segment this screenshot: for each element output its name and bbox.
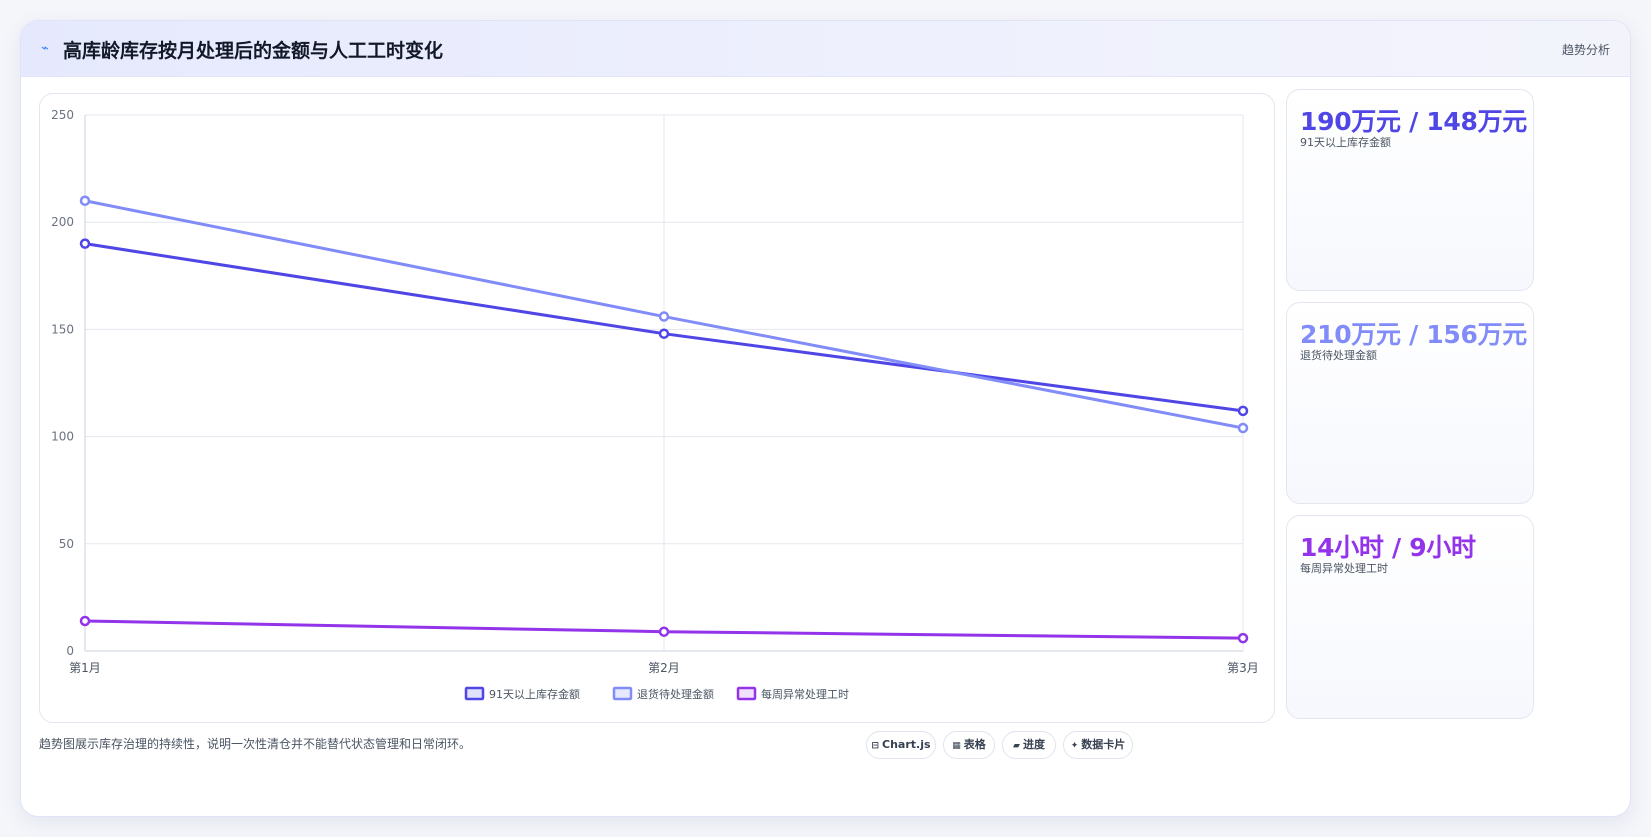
page-title: 高库龄库存按月处理后的金额与人工工时变化 (63, 40, 444, 62)
y-tick-label: 100 (51, 430, 74, 444)
stat-value: 190万元 / 148万元 (1300, 107, 1528, 136)
stat-value: 14小时 / 9小时 (1300, 533, 1476, 562)
chip-label: 表格 (963, 738, 986, 751)
legend-label: 每周异常处理工时 (761, 687, 849, 701)
legend-label: 退货待处理金额 (637, 687, 714, 701)
x-tick-label: 第1月 (69, 661, 101, 675)
legend-swatch (612, 686, 633, 701)
y-tick-label: 200 (51, 215, 74, 229)
data-point (658, 328, 670, 339)
legend-item: 每周异常处理工时 (736, 686, 849, 701)
legend-item: 退货待处理金额 (612, 686, 714, 701)
legend-item: 91天以上库存金额 (464, 686, 580, 701)
chip-label: Chart.js (882, 738, 931, 751)
y-tick-label: 250 (51, 108, 74, 122)
y-tick-label: 0 (66, 644, 74, 658)
chip-label: 数据卡片 (1081, 738, 1126, 751)
table-icon: ▦ (952, 741, 961, 751)
header-tag: 趋势分析 (1561, 43, 1610, 57)
stat-label: 退货待处理金额 (1300, 349, 1377, 362)
legend-swatch (736, 686, 757, 701)
data-card-icon: ✦ (1070, 741, 1079, 751)
data-point (658, 311, 670, 322)
x-tick-label: 第3月 (1227, 661, 1259, 675)
stat-card-returns: 210万元 / 156万元 退货待处理金额 (1286, 302, 1534, 504)
chip-chartjs[interactable]: ⊟ Chart.js (866, 731, 936, 759)
chart-panel: 0 50 100 150 200 250 第1月 第2月 第3月 91天以上库存金额 退货待处理金额… (39, 93, 1275, 723)
data-point (1237, 422, 1249, 434)
chart-card: ⌁ 高库龄库存按月处理后的金额与人工工时变化 趋势分析 0 50 100 150 200… (20, 20, 1631, 817)
progress-icon: ▰ (1013, 741, 1020, 751)
y-tick-label: 150 (51, 322, 74, 336)
chip-label: 进度 (1022, 738, 1045, 751)
data-point (658, 626, 670, 637)
stat-label: 91天以上库存金额 (1300, 136, 1391, 149)
data-point (79, 195, 91, 207)
data-point (1237, 405, 1249, 417)
line-chart: 0 50 100 150 200 250 第1月 第2月 第3月 91天以上库存金额 退货待处理金额… (51, 108, 1259, 701)
chip-table[interactable]: ▦ 表格 (943, 731, 995, 759)
footer-note: 趋势图展示库存治理的持续性，说明一次性清仓并不能替代状态管理和日常闭环。 (39, 737, 472, 751)
chip-data-card[interactable]: ✦ 数据卡片 (1063, 731, 1133, 759)
y-tick-label: 50 (59, 537, 74, 551)
stat-card-inventory: 190万元 / 148万元 91天以上库存金额 (1286, 89, 1534, 291)
legend-label: 91天以上库存金额 (489, 687, 580, 701)
card-header: ⌁ 高库龄库存按月处理后的金额与人工工时变化 趋势分析 (21, 21, 1630, 77)
chart-icon: ⊟ (871, 741, 880, 751)
x-tick-label: 第2月 (648, 661, 680, 675)
legend-swatch (464, 686, 485, 701)
data-point (79, 238, 91, 249)
data-point (1237, 632, 1249, 644)
data-point (79, 615, 91, 627)
trend-line-icon: ⌁ (41, 41, 49, 56)
stat-value: 210万元 / 156万元 (1300, 320, 1528, 349)
chip-progress[interactable]: ▰ 进度 (1002, 731, 1056, 759)
stat-label: 每周异常处理工时 (1300, 562, 1388, 575)
stat-card-hours: 14小时 / 9小时 每周异常处理工时 (1286, 515, 1534, 719)
